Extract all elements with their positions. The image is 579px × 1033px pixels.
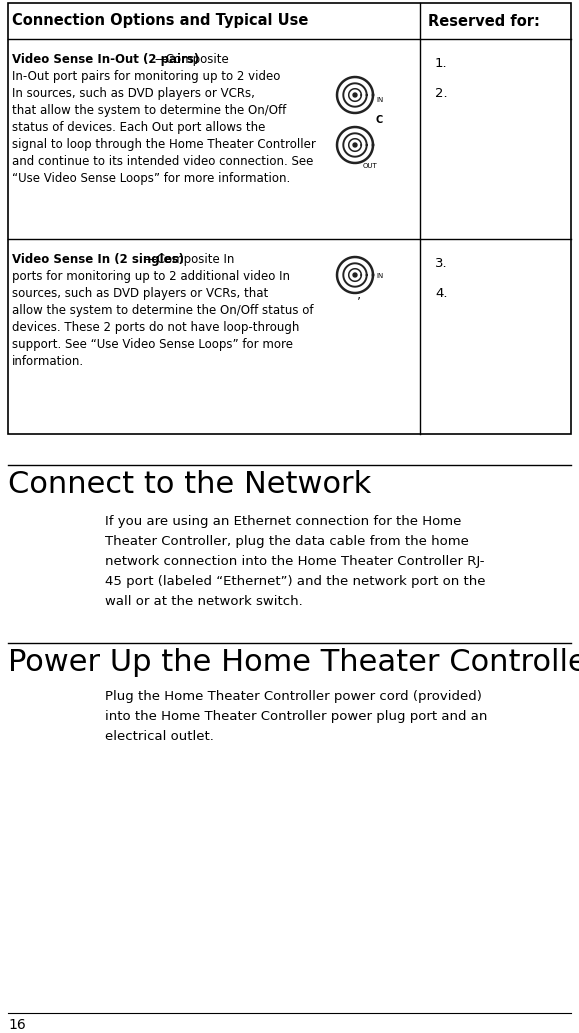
Text: support. See “Use Video Sense Loops” for more: support. See “Use Video Sense Loops” for… — [12, 338, 293, 351]
Text: Connect to the Network: Connect to the Network — [8, 470, 371, 499]
Text: sources, such as DVD players or VCRs, that: sources, such as DVD players or VCRs, th… — [12, 287, 268, 300]
Text: signal to loop through the Home Theater Controller: signal to loop through the Home Theater … — [12, 138, 316, 151]
Text: Theater Controller, plug the data cable from the home: Theater Controller, plug the data cable … — [105, 535, 469, 547]
Text: network connection into the Home Theater Controller RJ-: network connection into the Home Theater… — [105, 555, 485, 568]
Text: that allow the system to determine the On/Off: that allow the system to determine the O… — [12, 104, 286, 117]
Text: devices. These 2 ports do not have loop-through: devices. These 2 ports do not have loop-… — [12, 321, 299, 334]
Text: If you are using an Ethernet connection for the Home: If you are using an Ethernet connection … — [105, 515, 461, 528]
Text: 3.: 3. — [435, 257, 448, 270]
Text: —Composite In: —Composite In — [145, 253, 234, 267]
Text: 45 port (labeled “Ethernet”) and the network port on the: 45 port (labeled “Ethernet”) and the net… — [105, 575, 486, 588]
Text: wall or at the network switch.: wall or at the network switch. — [105, 595, 303, 608]
Text: Connection Options and Typical Use: Connection Options and Typical Use — [12, 13, 309, 29]
Text: and continue to its intended video connection. See: and continue to its intended video conne… — [12, 155, 313, 168]
Text: Power Up the Home Theater Controller: Power Up the Home Theater Controller — [8, 648, 579, 677]
Circle shape — [353, 93, 357, 97]
Text: allow the system to determine the On/Off status of: allow the system to determine the On/Off… — [12, 304, 313, 317]
Text: Plug the Home Theater Controller power cord (provided): Plug the Home Theater Controller power c… — [105, 690, 482, 703]
Text: OUT: OUT — [363, 163, 378, 169]
Text: 4.: 4. — [435, 287, 448, 300]
Text: Video Sense In (2 singles): Video Sense In (2 singles) — [12, 253, 184, 267]
Text: —Composite: —Composite — [155, 53, 229, 66]
Text: 2.: 2. — [435, 87, 448, 100]
Text: 1.: 1. — [435, 57, 448, 70]
Text: Video Sense In-Out (2 pairs): Video Sense In-Out (2 pairs) — [12, 53, 199, 66]
Text: C: C — [376, 115, 383, 125]
Text: status of devices. Each Out port allows the: status of devices. Each Out port allows … — [12, 121, 265, 134]
Text: 16: 16 — [8, 1018, 25, 1032]
Bar — [8, 3, 571, 434]
Circle shape — [353, 273, 357, 277]
Text: electrical outlet.: electrical outlet. — [105, 730, 214, 743]
Text: into the Home Theater Controller power plug port and an: into the Home Theater Controller power p… — [105, 710, 488, 723]
Text: IN: IN — [376, 97, 383, 103]
Text: ’: ’ — [357, 295, 361, 308]
Text: ports for monitoring up to 2 additional video In: ports for monitoring up to 2 additional … — [12, 270, 290, 283]
Text: “Use Video Sense Loops” for more information.: “Use Video Sense Loops” for more informa… — [12, 173, 290, 185]
Text: In-Out port pairs for monitoring up to 2 video: In-Out port pairs for monitoring up to 2… — [12, 70, 280, 83]
Text: IN: IN — [376, 273, 383, 279]
Text: In sources, such as DVD players or VCRs,: In sources, such as DVD players or VCRs, — [12, 87, 255, 100]
Circle shape — [353, 143, 357, 147]
Text: information.: information. — [12, 355, 84, 368]
Text: Reserved for:: Reserved for: — [428, 13, 540, 29]
